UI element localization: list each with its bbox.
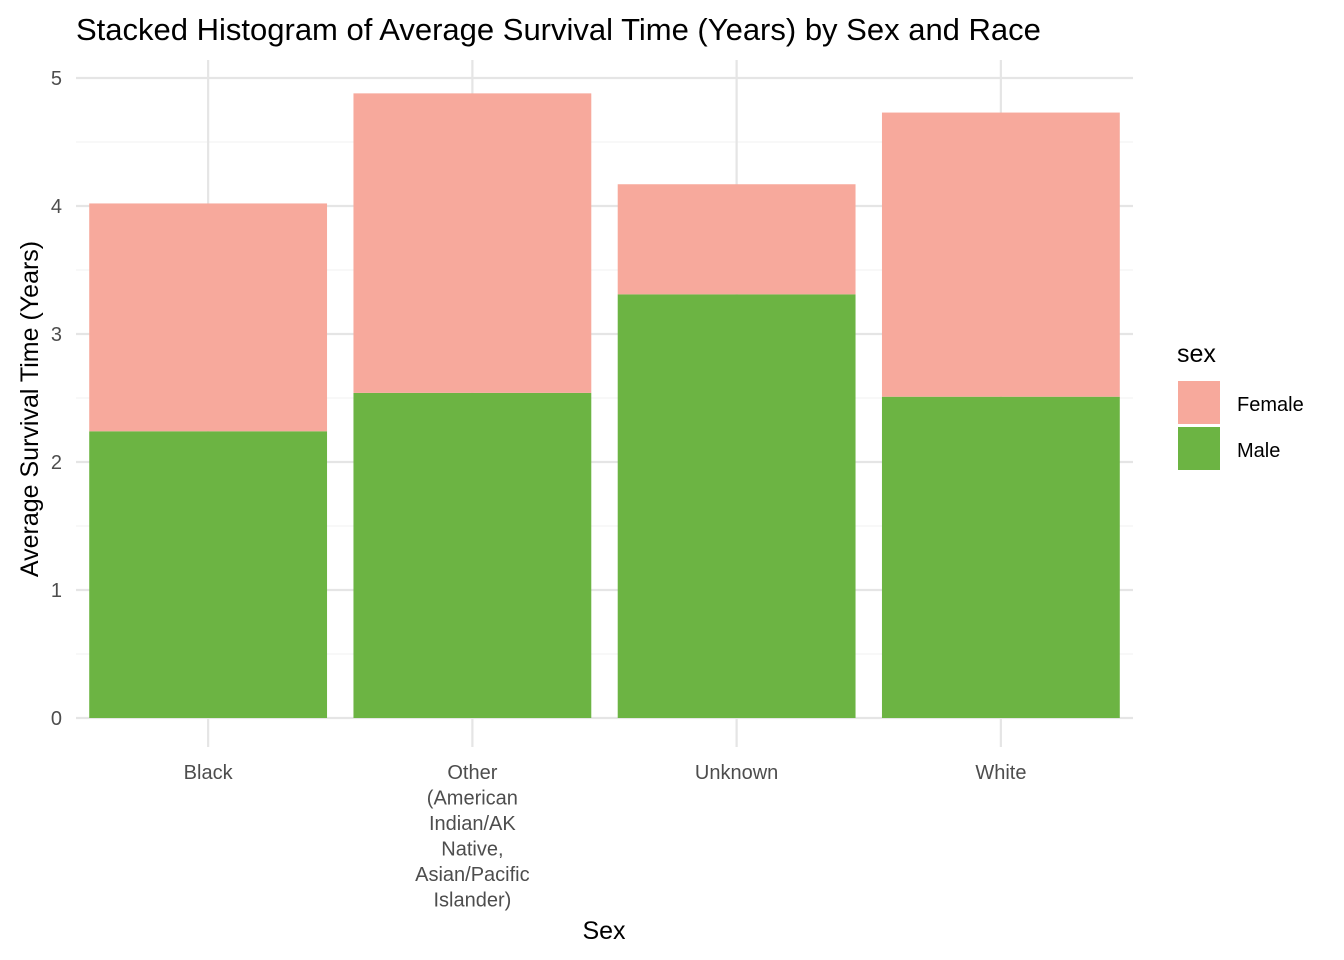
x-tick-label: Black: [184, 762, 234, 784]
legend: sex Female Male: [1177, 340, 1304, 470]
x-axis-title: Sex: [582, 917, 626, 945]
bar-male: [353, 392, 592, 718]
bar-male: [89, 431, 328, 718]
y-axis-title: Average Survival Time (Years): [16, 241, 44, 577]
legend-key-female: [1178, 381, 1220, 424]
bar-female: [353, 93, 592, 393]
y-tick-label: 5: [51, 68, 62, 90]
legend-title: sex: [1177, 340, 1216, 368]
bar-female: [881, 112, 1120, 397]
y-tick-label: 3: [51, 324, 62, 346]
y-tick-label: 4: [51, 196, 62, 218]
bar-female: [617, 184, 856, 295]
y-tick-label: 2: [51, 452, 62, 474]
legend-key-male: [1178, 427, 1220, 470]
x-tick-label: Unknown: [695, 762, 778, 784]
bar-male: [617, 294, 856, 718]
y-tick-label: 0: [51, 708, 62, 730]
bars: [89, 93, 1120, 718]
tick-labels: 0 1 2 3 4 5 Black Other (American Indian/AK Native…: [51, 68, 1027, 912]
bar-female: [89, 203, 328, 432]
legend-label-male: Male: [1237, 440, 1280, 462]
x-tick-label: Other (American Indian/AK Native, Asian/Paci…: [415, 762, 530, 912]
y-tick-label: 1: [51, 580, 62, 602]
bar-male: [881, 396, 1120, 718]
legend-label-female: Female: [1237, 394, 1304, 416]
chart-title: Stacked Histogram of Average Survival Ti…: [76, 12, 1041, 47]
x-tick-label: White: [975, 762, 1026, 784]
